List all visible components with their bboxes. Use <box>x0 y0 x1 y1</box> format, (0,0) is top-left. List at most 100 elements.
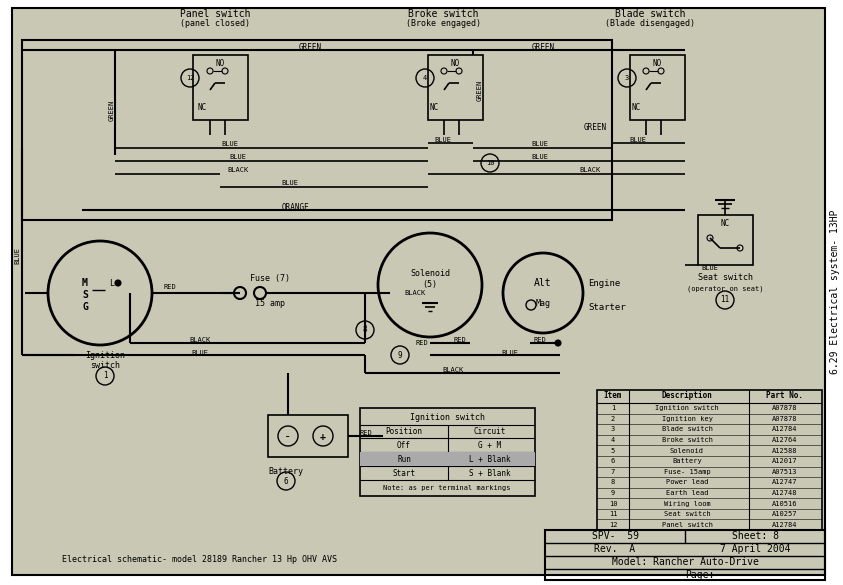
Text: 12: 12 <box>185 75 194 81</box>
Text: NC: NC <box>721 219 730 228</box>
Text: BLUE: BLUE <box>630 137 647 143</box>
Bar <box>428 55 483 120</box>
Text: ORANGE: ORANGE <box>281 202 309 212</box>
Text: 6: 6 <box>611 458 615 464</box>
Text: Fuse (7): Fuse (7) <box>250 274 290 283</box>
Text: Broke switch: Broke switch <box>408 9 478 19</box>
Text: 7: 7 <box>611 469 615 475</box>
Text: 6.29 Electrical system- 13HP: 6.29 Electrical system- 13HP <box>830 210 840 374</box>
Text: A12784: A12784 <box>772 522 797 528</box>
Text: Sheet: 8: Sheet: 8 <box>732 531 778 541</box>
Text: 10: 10 <box>609 501 617 507</box>
Text: Seat switch: Seat switch <box>697 274 753 283</box>
Text: +: + <box>320 432 326 442</box>
Text: A12784: A12784 <box>772 426 797 432</box>
Text: NC: NC <box>430 102 439 112</box>
Text: BLUE: BLUE <box>14 246 20 263</box>
Text: Engine: Engine <box>588 278 620 287</box>
Text: 9: 9 <box>611 490 615 496</box>
Text: Wiring loom: Wiring loom <box>663 501 711 507</box>
Text: BLUE: BLUE <box>502 350 518 356</box>
Text: 1: 1 <box>103 371 107 380</box>
Text: BLACK: BLACK <box>228 167 249 173</box>
Circle shape <box>115 280 121 286</box>
Text: BLACK: BLACK <box>190 337 211 343</box>
Text: (Blade disengaged): (Blade disengaged) <box>605 19 695 27</box>
Circle shape <box>555 340 561 346</box>
Text: S: S <box>82 290 88 300</box>
Text: Battery: Battery <box>672 458 702 464</box>
Text: 8: 8 <box>611 479 615 486</box>
Text: 4: 4 <box>611 437 615 443</box>
Bar <box>22 40 612 220</box>
Text: 1: 1 <box>611 405 615 411</box>
Text: 6: 6 <box>284 477 288 486</box>
Text: (operator on seat): (operator on seat) <box>687 285 763 292</box>
Bar <box>698 215 753 265</box>
Text: A12017: A12017 <box>772 458 797 464</box>
Text: 11: 11 <box>721 295 730 305</box>
Text: BLUE: BLUE <box>434 137 452 143</box>
Text: GREEN: GREEN <box>583 123 607 132</box>
Text: 11: 11 <box>609 511 617 517</box>
Text: Position: Position <box>385 428 422 436</box>
Text: RED: RED <box>534 337 546 343</box>
Text: Description: Description <box>662 391 712 401</box>
Text: GREEN: GREEN <box>531 43 555 51</box>
Text: Battery: Battery <box>269 466 303 476</box>
Text: Alt: Alt <box>534 278 552 288</box>
Text: 2: 2 <box>611 416 615 422</box>
Bar <box>630 55 685 120</box>
Text: GREEN: GREEN <box>298 43 321 51</box>
Text: NO: NO <box>652 58 662 67</box>
Text: A12764: A12764 <box>772 437 797 443</box>
Text: M: M <box>82 278 88 288</box>
Text: Ignition switch: Ignition switch <box>410 412 485 422</box>
Text: 4: 4 <box>423 75 427 81</box>
Text: Rev.  A: Rev. A <box>594 544 636 554</box>
Text: (panel closed): (panel closed) <box>180 19 250 27</box>
Text: 8: 8 <box>362 325 368 335</box>
Text: (5): (5) <box>422 280 438 290</box>
Text: A10257: A10257 <box>772 511 797 517</box>
Text: RED: RED <box>360 430 373 436</box>
Text: Panel switch: Panel switch <box>180 9 250 19</box>
Text: A12588: A12588 <box>772 448 797 453</box>
Text: A12748: A12748 <box>772 490 797 496</box>
Text: BLUE: BLUE <box>191 350 208 356</box>
Text: NO: NO <box>215 58 224 67</box>
Text: 7 April 2004: 7 April 2004 <box>720 544 790 554</box>
Text: Run: Run <box>397 455 411 463</box>
Text: A07513: A07513 <box>772 469 797 475</box>
Text: Broke switch: Broke switch <box>662 437 712 443</box>
Text: (Broke engaged): (Broke engaged) <box>405 19 481 27</box>
Text: 9: 9 <box>398 350 402 360</box>
Text: RED: RED <box>164 284 176 290</box>
Text: Ignition key: Ignition key <box>662 416 712 422</box>
Text: Circuit: Circuit <box>474 428 506 436</box>
Text: Electrical schematic- model 28189 Rancher 13 Hp OHV AVS: Electrical schematic- model 28189 Ranche… <box>62 556 337 565</box>
Bar <box>545 530 825 580</box>
Text: Model: Rancher Auto-Drive: Model: Rancher Auto-Drive <box>611 557 759 567</box>
Bar <box>360 452 535 466</box>
Text: GREEN: GREEN <box>109 99 115 121</box>
Text: S + Blank: S + Blank <box>470 469 511 477</box>
Text: L + Blank: L + Blank <box>470 455 511 463</box>
Text: Seat switch: Seat switch <box>663 511 711 517</box>
Text: Panel switch: Panel switch <box>662 522 712 528</box>
Text: 3: 3 <box>611 426 615 432</box>
Text: BLACK: BLACK <box>579 167 600 173</box>
Text: Part No.: Part No. <box>766 391 803 401</box>
Text: BLACK: BLACK <box>443 367 464 373</box>
Text: BLUE: BLUE <box>229 154 246 160</box>
Text: BLUE: BLUE <box>701 265 718 271</box>
Text: A07878: A07878 <box>772 405 797 411</box>
Text: 15 amp: 15 amp <box>255 298 285 308</box>
Text: BLUE: BLUE <box>282 180 298 186</box>
Text: Blade switch: Blade switch <box>662 426 712 432</box>
Text: Mag: Mag <box>535 298 550 308</box>
Text: NO: NO <box>450 58 459 67</box>
Text: A12747: A12747 <box>772 479 797 486</box>
Text: L: L <box>110 278 115 287</box>
Text: RED: RED <box>416 340 428 346</box>
